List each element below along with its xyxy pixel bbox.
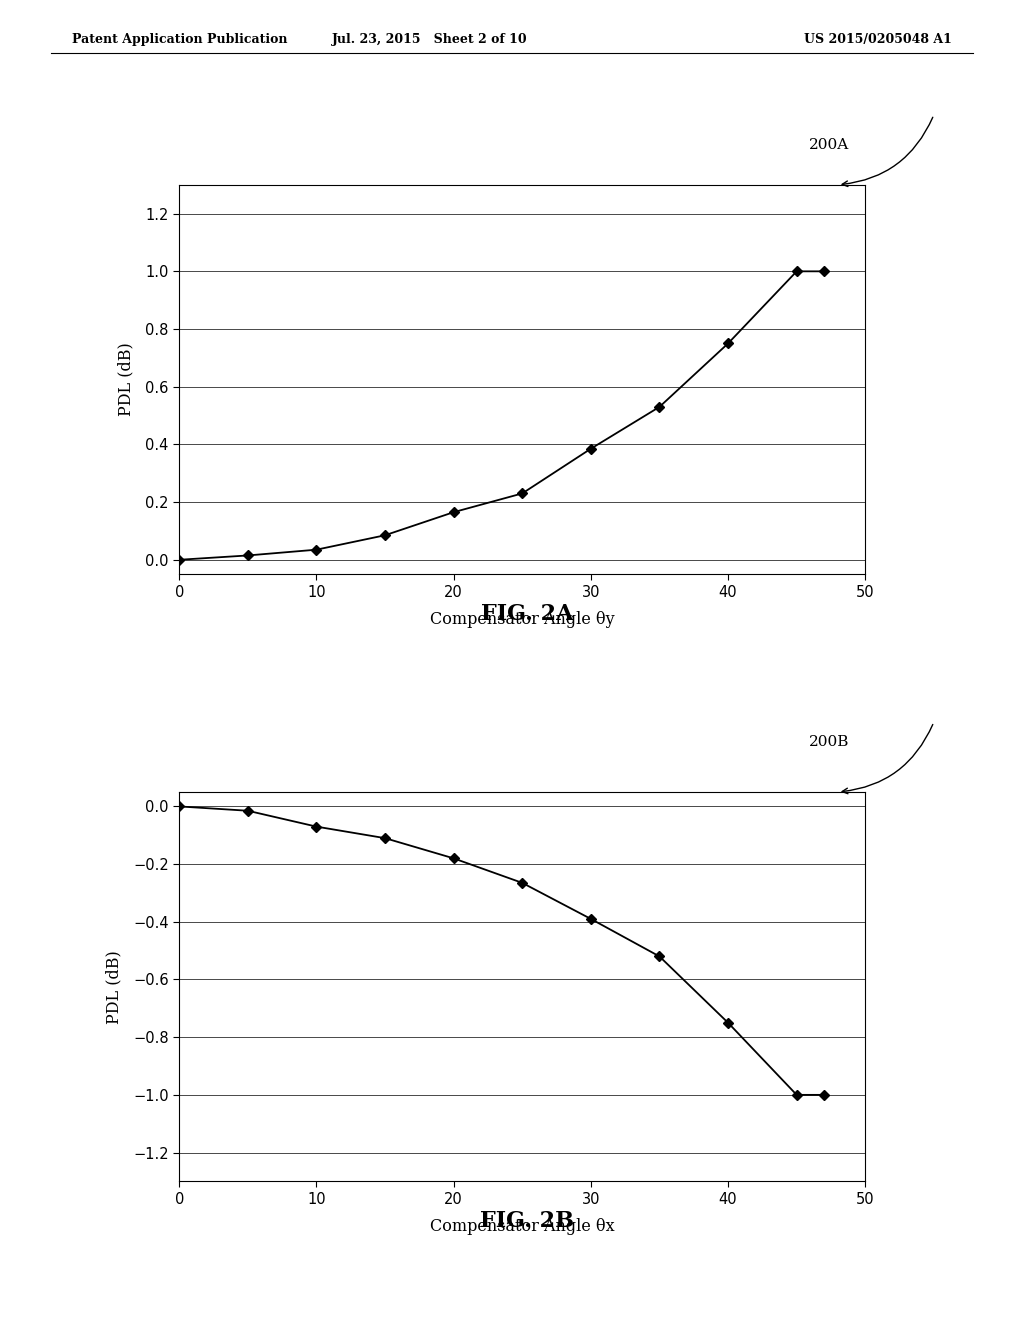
- Text: US 2015/0205048 A1: US 2015/0205048 A1: [805, 33, 952, 46]
- Text: FIG. 2A: FIG. 2A: [481, 603, 573, 626]
- X-axis label: Compensator Angle θy: Compensator Angle θy: [430, 611, 614, 628]
- Y-axis label: PDL (dB): PDL (dB): [117, 343, 134, 416]
- Text: Patent Application Publication: Patent Application Publication: [72, 33, 287, 46]
- Text: 200A: 200A: [809, 139, 849, 152]
- Text: FIG. 2B: FIG. 2B: [480, 1210, 574, 1233]
- Text: Jul. 23, 2015   Sheet 2 of 10: Jul. 23, 2015 Sheet 2 of 10: [332, 33, 528, 46]
- Y-axis label: PDL (dB): PDL (dB): [104, 950, 122, 1023]
- X-axis label: Compensator Angle θx: Compensator Angle θx: [430, 1218, 614, 1236]
- Text: 200B: 200B: [809, 735, 849, 748]
